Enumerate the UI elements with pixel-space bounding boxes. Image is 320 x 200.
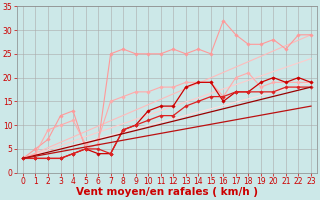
X-axis label: Vent moyen/en rafales ( km/h ): Vent moyen/en rafales ( km/h ) [76, 187, 258, 197]
